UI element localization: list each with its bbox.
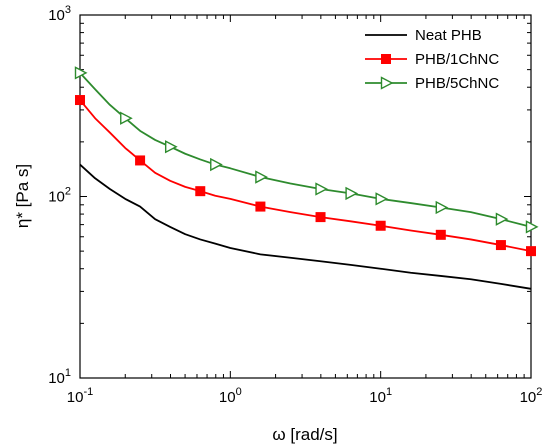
data-point-phb-5chnc	[495, 212, 509, 226]
legend-label: PHB/5ChNC	[415, 75, 499, 92]
data-point-phb-1chnc	[255, 201, 266, 212]
x-tick-label: 100	[219, 386, 242, 406]
legend-label: PHB/1ChNC	[415, 51, 499, 68]
x-axis-title: ω [rad/s]	[272, 425, 337, 444]
data-point-phb-5chnc	[435, 200, 449, 215]
series-line-phb-5chnc	[79, 72, 532, 228]
data-point-phb-5chnc	[375, 192, 389, 206]
plot-frame	[79, 14, 532, 379]
series-phb-5chnc	[74, 66, 539, 234]
data-point-phb-1chnc	[375, 220, 386, 231]
legend-item-neat-phb: Neat PHB	[365, 27, 482, 44]
y-tick-label: 103	[48, 4, 71, 24]
y-tick-label: 101	[48, 367, 71, 387]
y-tick-label: 102	[48, 186, 71, 206]
x-tick-label: 10-1	[67, 386, 93, 406]
x-tick-label: 101	[369, 386, 392, 406]
x-tick-label: 102	[520, 386, 543, 406]
legend-item-phb-1chnc: PHB/1ChNC	[365, 51, 499, 68]
legend-label: Neat PHB	[415, 27, 482, 44]
series-neat-phb	[79, 163, 532, 290]
data-point-phb-5chnc	[345, 186, 359, 201]
legend: Neat PHB PHB/1ChNC PHB/5ChNC	[365, 27, 499, 92]
data-point-phb-5chnc	[315, 182, 329, 196]
series-layer	[74, 66, 539, 290]
data-point-phb-1chnc	[435, 229, 446, 240]
data-point-phb-1chnc	[135, 155, 146, 166]
legend-item-phb-5chnc: PHB/5ChNC	[365, 75, 499, 92]
legend-marker	[381, 54, 391, 64]
series-phb-1chnc	[75, 95, 536, 257]
series-line-phb-1chnc	[79, 99, 532, 253]
data-point-phb-1chnc	[495, 240, 506, 251]
legend-marker	[380, 76, 394, 90]
data-point-phb-5chnc	[74, 66, 88, 80]
data-point-phb-5chnc	[164, 140, 178, 154]
y-axis-title: η* [Pa s]	[13, 164, 32, 228]
data-point-phb-1chnc	[195, 186, 206, 197]
data-point-phb-5chnc	[120, 111, 133, 125]
axis-ticks: 10-1 100 101 102 101 102 103	[48, 4, 542, 406]
data-point-phb-1chnc	[526, 246, 536, 257]
series-line-neat-phb	[79, 163, 532, 290]
data-point-phb-5chnc	[255, 170, 268, 184]
data-point-phb-1chnc	[315, 212, 326, 223]
data-point-phb-1chnc	[75, 95, 85, 106]
data-point-phb-5chnc	[210, 157, 223, 172]
data-point-phb-5chnc	[525, 220, 539, 234]
